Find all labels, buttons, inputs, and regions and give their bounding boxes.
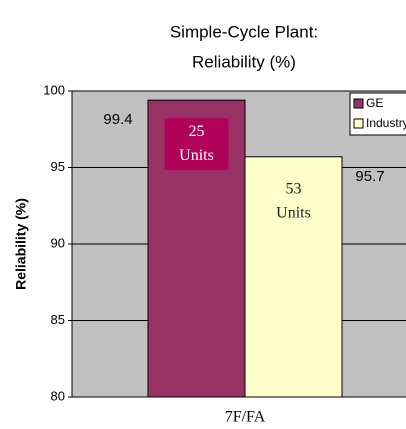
legend-label: GE [366, 96, 383, 110]
legend-swatch [353, 118, 364, 129]
chart-title: Reliability (%) [192, 52, 296, 71]
y-tick-label: 100 [43, 82, 65, 97]
chart-title: Simple-Cycle Plant: [170, 22, 318, 41]
value-label: 95.7 [355, 168, 384, 185]
y-tick-label: 95 [51, 159, 65, 174]
bar [244, 156, 343, 398]
x-tick-label: 7F/FA [225, 409, 266, 426]
legend-swatch [353, 98, 364, 109]
annotation-box [164, 118, 229, 171]
y-axis-label: Reliability (%) [13, 198, 29, 290]
value-label: 99.4 [103, 111, 132, 128]
legend-label: Industry [366, 116, 406, 130]
y-tick-label: 85 [51, 312, 65, 327]
y-tick-label: 90 [51, 235, 65, 250]
y-tick-label: 80 [51, 388, 65, 403]
annotation: 53 [286, 180, 302, 197]
annotation: Units [179, 147, 214, 164]
annotation: Units [276, 204, 311, 221]
annotation: 25 [189, 123, 205, 140]
